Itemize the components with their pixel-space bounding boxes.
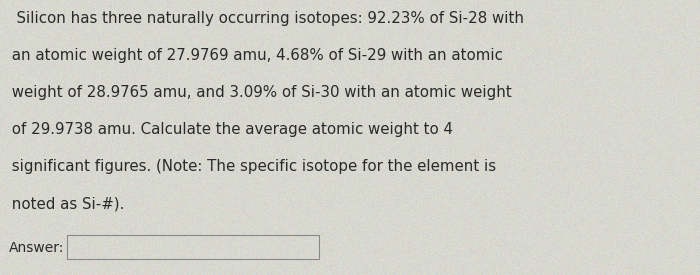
Text: noted as Si-#).: noted as Si-#). bbox=[7, 197, 125, 212]
Text: Silicon has three naturally occurring isotopes: 92.23% of Si-28 with: Silicon has three naturally occurring is… bbox=[7, 11, 524, 26]
Text: weight of 28.9765 amu, and 3.09% of Si-30 with an atomic weight: weight of 28.9765 amu, and 3.09% of Si-3… bbox=[7, 85, 512, 100]
Bar bbox=[66, 235, 318, 258]
Text: an atomic weight of 27.9769 amu, 4.68% of Si-29 with an atomic: an atomic weight of 27.9769 amu, 4.68% o… bbox=[7, 48, 503, 63]
Text: significant figures. (Note: The specific isotope for the element is: significant figures. (Note: The specific… bbox=[7, 160, 496, 175]
Text: Answer:: Answer: bbox=[8, 241, 64, 254]
Text: of 29.9738 amu. Calculate the average atomic weight to 4: of 29.9738 amu. Calculate the average at… bbox=[7, 122, 453, 138]
